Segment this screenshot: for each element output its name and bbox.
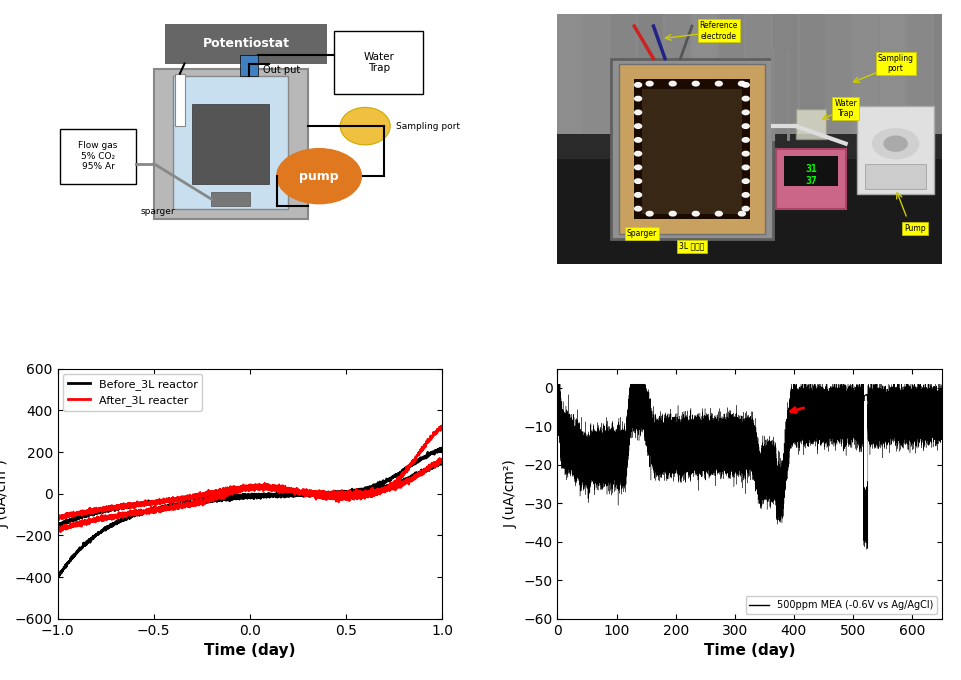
Circle shape [742, 97, 750, 101]
Bar [853, 14, 878, 139]
Text: Water
Trap: Water Trap [363, 52, 394, 73]
Y-axis label: J (uA/cm²): J (uA/cm²) [0, 460, 10, 528]
Bar [638, 14, 663, 139]
Circle shape [634, 152, 642, 156]
Ellipse shape [340, 107, 390, 145]
Text: Out put: Out put [263, 65, 301, 75]
Bar [557, 14, 942, 139]
Circle shape [634, 207, 642, 211]
Text: Potentiostat: Potentiostat [203, 37, 289, 50]
Bar [154, 69, 308, 219]
Circle shape [692, 82, 700, 86]
Bar [796, 109, 826, 139]
Circle shape [715, 82, 723, 86]
Bar [557, 139, 942, 264]
Bar [692, 14, 717, 139]
Text: Sampling
port: Sampling port [877, 54, 914, 73]
Circle shape [742, 207, 750, 211]
Bar [192, 103, 269, 184]
Text: 37: 37 [805, 176, 817, 186]
Text: Reference
electrode: Reference electrode [700, 21, 738, 41]
Bar [165, 24, 327, 64]
Text: Water
Trap: Water Trap [834, 99, 857, 118]
Circle shape [742, 83, 750, 87]
Bar [175, 73, 185, 126]
Bar [934, 14, 959, 139]
Circle shape [715, 211, 723, 216]
Bar [880, 14, 905, 139]
Bar [746, 14, 771, 139]
Bar [857, 106, 934, 194]
Bar [719, 14, 744, 139]
X-axis label: Time (day): Time (day) [204, 643, 296, 658]
Bar [173, 76, 288, 209]
Circle shape [634, 124, 642, 129]
Text: Pump: Pump [904, 224, 925, 233]
Circle shape [742, 152, 750, 156]
Circle shape [738, 211, 746, 216]
Legend: Before_3L reactor, After_3L reacter: Before_3L reactor, After_3L reacter [63, 374, 202, 411]
Circle shape [669, 211, 677, 216]
Circle shape [742, 179, 750, 184]
Circle shape [634, 110, 642, 115]
Circle shape [634, 137, 642, 142]
Bar [619, 64, 765, 234]
Circle shape [742, 165, 750, 169]
Text: pump: pump [299, 169, 339, 183]
Circle shape [634, 97, 642, 101]
Bar [907, 14, 932, 139]
Text: 3L 반응기: 3L 반응기 [679, 241, 704, 251]
Circle shape [646, 211, 653, 216]
Circle shape [742, 192, 750, 197]
Bar [211, 192, 250, 206]
Bar [557, 134, 942, 158]
Text: Sparger: Sparger [627, 229, 657, 238]
Bar [240, 55, 258, 76]
Bar [773, 14, 798, 139]
Bar [665, 14, 690, 139]
Circle shape [692, 211, 700, 216]
Circle shape [884, 136, 907, 151]
Bar [800, 14, 825, 139]
Circle shape [634, 165, 642, 169]
Bar [865, 164, 926, 188]
Bar [634, 79, 750, 219]
Circle shape [738, 82, 746, 86]
Legend: 500ppm MEA (-0.6V vs Ag/AgCl): 500ppm MEA (-0.6V vs Ag/AgCl) [746, 596, 937, 614]
Bar [611, 58, 773, 239]
Circle shape [277, 149, 361, 204]
Circle shape [634, 179, 642, 184]
Circle shape [669, 82, 677, 86]
Circle shape [646, 82, 653, 86]
Bar [642, 88, 742, 214]
Text: sparger: sparger [140, 207, 175, 216]
Bar [611, 14, 636, 139]
Bar [776, 149, 846, 209]
Bar [60, 129, 136, 184]
Bar [584, 14, 609, 139]
Bar [557, 14, 582, 139]
Y-axis label: J (uA/cm²): J (uA/cm²) [504, 460, 518, 528]
Bar [826, 14, 851, 139]
Circle shape [634, 83, 642, 87]
Text: Flow gas
5% CO₂
95% Ar: Flow gas 5% CO₂ 95% Ar [79, 141, 117, 171]
Text: 31: 31 [805, 164, 817, 173]
Bar [334, 31, 423, 94]
Bar [784, 156, 838, 186]
Text: Sampling port: Sampling port [396, 122, 460, 131]
X-axis label: Time (day): Time (day) [703, 643, 796, 658]
Text: 약 5uA/cm²: 약 5uA/cm² [791, 392, 875, 413]
Circle shape [742, 124, 750, 129]
Circle shape [742, 110, 750, 115]
Circle shape [634, 192, 642, 197]
Circle shape [873, 129, 919, 158]
Circle shape [742, 137, 750, 142]
